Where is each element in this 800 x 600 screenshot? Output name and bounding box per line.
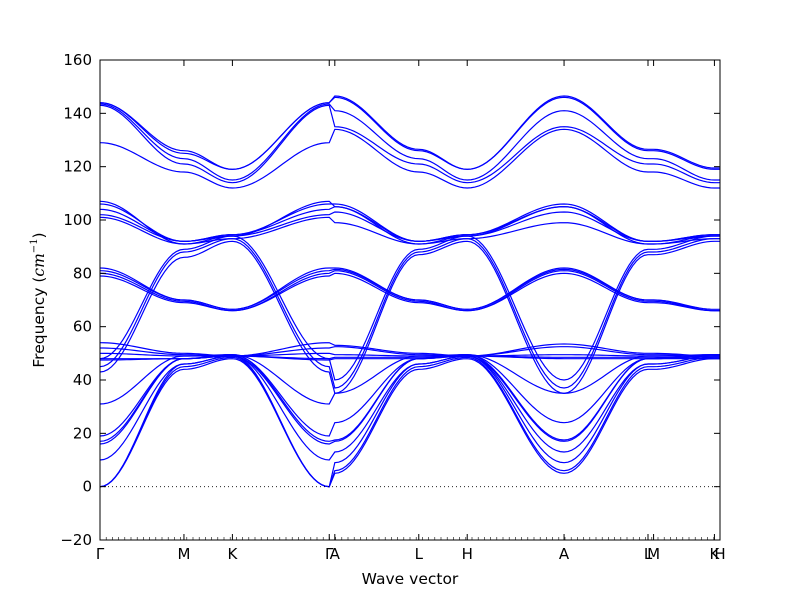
x-tick-label: Γ	[96, 545, 105, 563]
y-tick-label: 20	[73, 424, 92, 442]
y-axis-label-text: Frequency (	[30, 277, 48, 368]
band-line	[99, 95, 720, 170]
band-line	[99, 355, 720, 488]
band-line	[100, 355, 720, 360]
band-line	[99, 272, 720, 312]
y-tick-label: 160	[63, 51, 92, 69]
x-tick-label: K	[710, 545, 721, 563]
y-tick-label: −20	[60, 531, 92, 549]
y-axis-label-close: )	[30, 232, 48, 238]
x-tick-labels: Γ M K ΓA L H A LM KH	[96, 545, 726, 563]
band-line	[99, 103, 720, 181]
y-axis-label: Frequency (cm−1)	[29, 232, 48, 367]
band-line	[99, 346, 720, 357]
band-line	[99, 356, 720, 488]
band-line	[99, 358, 720, 488]
x-tick-label: H	[714, 545, 725, 563]
y-tick-label: 100	[63, 211, 92, 229]
x-tick-label: A	[330, 545, 341, 563]
band-line	[99, 211, 720, 242]
band-line	[99, 203, 720, 242]
y-tick-label: 40	[73, 371, 92, 389]
x-tick-label: H	[462, 545, 473, 563]
x-tick-label: L	[644, 545, 653, 563]
y-axis-label-exponent: −1	[29, 238, 40, 253]
band-line	[99, 355, 720, 461]
band-line	[99, 104, 720, 184]
y-tick-label: 60	[73, 318, 92, 336]
y-tick-label: 0	[82, 478, 92, 496]
x-tick-label: M	[177, 545, 190, 563]
plot-frame	[99, 59, 721, 541]
x-tick-label: A	[559, 545, 570, 563]
x-tick-label: K	[227, 545, 238, 563]
band-line	[99, 267, 720, 310]
x-tick-label: L	[415, 545, 424, 563]
x-tick-label: Γ	[325, 545, 334, 563]
band-line	[99, 240, 720, 395]
band-line	[99, 96, 720, 170]
band-lines	[99, 95, 720, 488]
band-line	[99, 200, 720, 245]
y-tick-labels: −20 0 20 40 60 80 100 120 140 160	[60, 51, 92, 549]
band-line	[99, 342, 720, 357]
band-line	[99, 270, 720, 312]
y-tick-label: 140	[63, 104, 92, 122]
x-axis-label: Wave vector	[362, 570, 459, 588]
band-line	[99, 352, 720, 358]
band-line	[99, 235, 720, 381]
x-tick-label: M	[647, 545, 660, 563]
y-tick-label: 80	[73, 264, 92, 282]
band-line	[99, 238, 720, 389]
y-tick-label: 120	[63, 158, 92, 176]
y-axis-label-unit: cm	[30, 253, 48, 276]
band-line	[99, 128, 720, 189]
